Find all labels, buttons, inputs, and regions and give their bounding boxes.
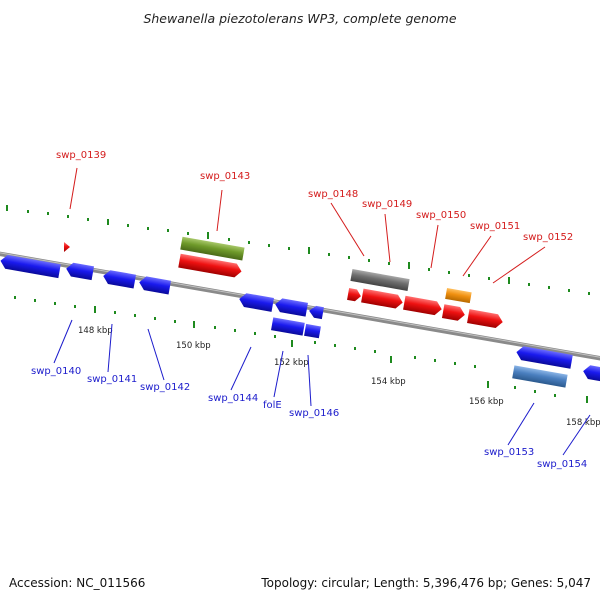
ruler-label-148: 148 kbp bbox=[78, 326, 113, 336]
outer-ruler bbox=[6, 205, 590, 295]
label-swp_0150[interactable]: swp_0150 bbox=[416, 210, 466, 221]
label-swp_0148[interactable]: swp_0148 bbox=[308, 189, 358, 200]
summary-text: Topology: circular; Length: 5,396,476 bp… bbox=[260, 576, 591, 590]
ruler-label-152: 152 kbp bbox=[274, 358, 309, 368]
label-swp_0142[interactable]: swp_0142 bbox=[140, 382, 190, 393]
gene-swp_0153[interactable] bbox=[512, 365, 568, 388]
chart-title: Shewanella piezotolerans WP3, complete g… bbox=[143, 11, 456, 26]
gene-swp_0144[interactable] bbox=[238, 292, 274, 312]
gene-swp_0151[interactable] bbox=[445, 287, 472, 304]
gene-swp_0152[interactable] bbox=[467, 309, 504, 329]
gene-swp_0154[interactable] bbox=[582, 364, 600, 382]
label-swp_0152[interactable]: swp_0152 bbox=[523, 232, 573, 243]
accession-text: Accession: NC_011566 bbox=[9, 576, 145, 590]
gene-swp_0145[interactable] bbox=[274, 297, 308, 317]
gene-swp_0141[interactable] bbox=[65, 262, 95, 281]
label-swp_0141[interactable]: swp_0141 bbox=[87, 374, 137, 385]
inner-ruler bbox=[14, 296, 588, 403]
label-folE[interactable]: folE bbox=[263, 400, 282, 411]
gene-swp_0143-pseudo[interactable] bbox=[180, 236, 245, 261]
label-swp_0153[interactable]: swp_0153 bbox=[484, 447, 534, 458]
gene-swp_0146[interactable] bbox=[304, 323, 321, 339]
gene-swp_0151b[interactable] bbox=[441, 304, 466, 322]
ruler-label-154: 154 kbp bbox=[371, 377, 406, 387]
label-swp_0151[interactable]: swp_0151 bbox=[470, 221, 520, 232]
gene-swp_0142a[interactable] bbox=[102, 269, 136, 289]
ruler-label-158: 158 kbp bbox=[566, 418, 600, 428]
label-swp_0140[interactable]: swp_0140 bbox=[31, 366, 81, 377]
gene-swp_0145b[interactable] bbox=[308, 305, 324, 320]
reverse-genes bbox=[0, 254, 600, 388]
gene-swp_0148[interactable] bbox=[347, 288, 362, 302]
gene-swp_0148-pseudo[interactable] bbox=[350, 269, 410, 291]
gene-swp_0143[interactable] bbox=[178, 253, 242, 279]
gene-swp_0139[interactable] bbox=[64, 242, 70, 252]
label-swp_0154[interactable]: swp_0154 bbox=[537, 459, 587, 470]
label-swp_0146[interactable]: swp_0146 bbox=[289, 408, 339, 419]
gene-swp_0150[interactable] bbox=[403, 295, 443, 316]
gene-swp_0142[interactable] bbox=[138, 275, 171, 295]
label-swp_0143[interactable]: swp_0143 bbox=[200, 171, 250, 182]
top-leaders bbox=[69, 167, 546, 284]
gene-swp_0153a[interactable] bbox=[515, 345, 573, 369]
label-swp_0139[interactable]: swp_0139 bbox=[56, 150, 106, 161]
label-swp_0144[interactable]: swp_0144 bbox=[208, 393, 258, 404]
ruler-label-156: 156 kbp bbox=[469, 397, 504, 407]
ruler-label-150: 150 kbp bbox=[176, 341, 211, 351]
forward-genes bbox=[64, 236, 504, 329]
label-swp_0149[interactable]: swp_0149 bbox=[362, 199, 412, 210]
gene-swp_0149[interactable] bbox=[361, 288, 404, 310]
gene-swp_0140[interactable] bbox=[0, 254, 61, 279]
bottom-leaders bbox=[53, 319, 591, 456]
gene-folE[interactable] bbox=[271, 317, 305, 336]
